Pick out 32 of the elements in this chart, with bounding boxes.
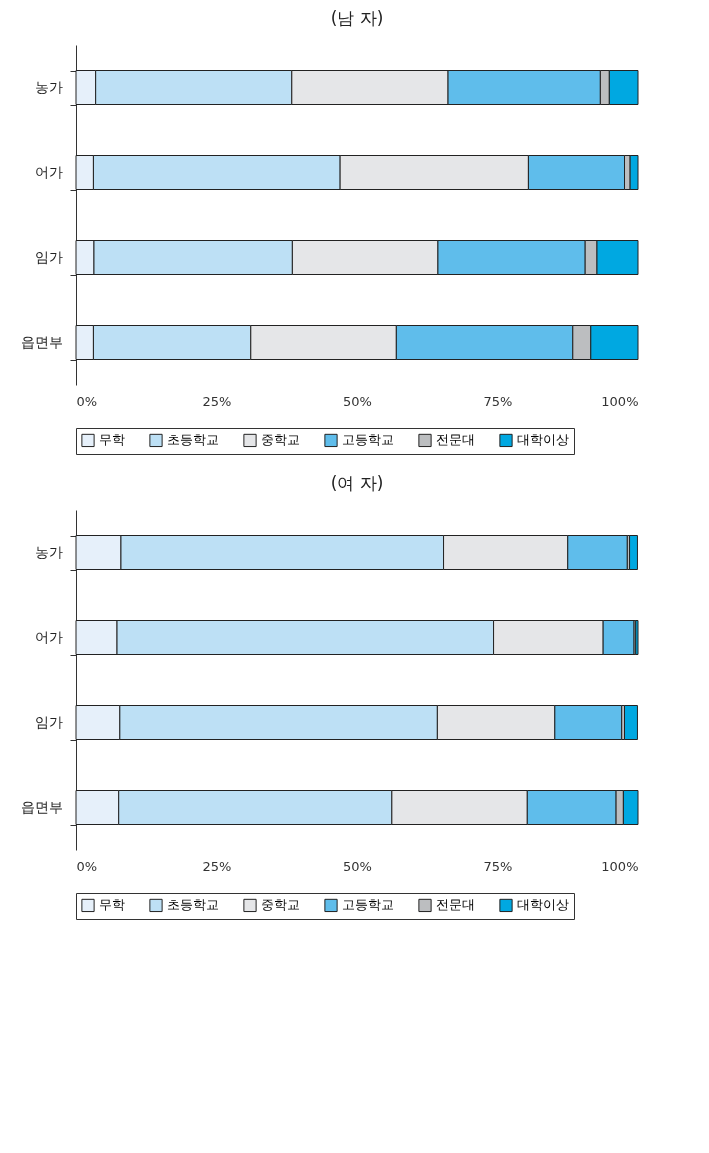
x-tick-label: 50% [343,858,372,874]
y-tick-label: 읍면부 [20,799,63,815]
x-tick-label: 100% [601,393,639,409]
legend-label: 대학이상 [517,432,569,448]
y-tick-label: 어가 [34,164,63,180]
x-tick-label: 0% [76,858,98,874]
x-tick-label: 75% [483,393,513,409]
legend-label: 초등학교 [167,432,219,448]
legend-label: 고등학교 [342,897,394,913]
y-tick-label: 읍면부 [20,334,63,350]
legend-label: 중학교 [261,897,300,913]
x-tick-label: 25% [202,858,232,874]
legend-label: 무학 [99,432,125,448]
legend-label: 전문대 [436,432,475,448]
x-tick-label: 75% [483,858,513,874]
legend-label: 대학이상 [517,897,569,913]
x-tick-label: 50% [343,393,372,409]
chart-title: (남 자) [330,8,384,28]
y-tick-label: 농가 [34,79,63,95]
legend-label: 고등학교 [342,432,394,448]
x-tick-label: 0% [76,393,98,409]
y-tick-label: 어가 [34,629,63,645]
legend-label: 중학교 [261,432,300,448]
y-tick-label: 농가 [34,544,63,560]
chart-title: (여 자) [330,473,384,493]
x-tick-label: 100% [601,858,639,874]
legend-label: 전문대 [436,897,475,913]
y-tick-label: 임가 [34,249,63,265]
x-tick-label: 25% [202,393,232,409]
y-tick-label: 임가 [34,714,63,730]
legend-label: 초등학교 [167,897,219,913]
legend-label: 무학 [99,897,125,913]
